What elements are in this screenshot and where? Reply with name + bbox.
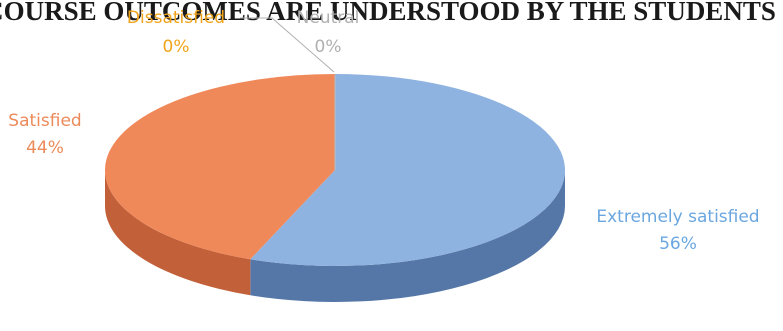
slice-label-extremely-satisfied: Extremely satisfied <box>596 207 759 227</box>
chart-title: COURSE OUTCOMES ARE UNDERSTOOD BY THE ST… <box>0 0 776 26</box>
pie-side-satisfied <box>105 170 251 296</box>
pie-slice-extremely-satisfied <box>250 74 565 266</box>
slice-label-dissatisfied: Dissatisfied <box>127 8 225 28</box>
slice-value-dissatisfied: 0% <box>163 37 190 57</box>
pie-tops <box>104 74 565 266</box>
pie-side-extremely-satisfied <box>250 170 565 302</box>
pie-sides <box>105 170 565 302</box>
pie-labels: Extremely satisfied 56% Satisfied 44% Dissat… <box>8 8 759 254</box>
slice-label-satisfied: Satisfied <box>8 111 81 131</box>
pie-slice-satisfied <box>104 74 336 260</box>
slice-value-satisfied: 44% <box>26 138 64 158</box>
leader-line-dissatisfied <box>240 17 335 73</box>
slice-value-extremely-satisfied: 56% <box>659 234 697 254</box>
slice-label-neutral: Neutral <box>297 8 360 28</box>
slice-value-neutral: 0% <box>315 37 342 57</box>
